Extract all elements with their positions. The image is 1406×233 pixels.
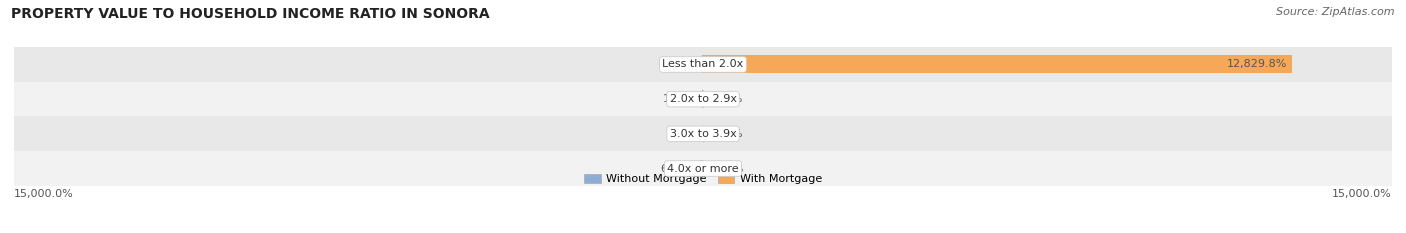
Text: 19.9%: 19.9%	[662, 59, 697, 69]
Legend: Without Mortgage, With Mortgage: Without Mortgage, With Mortgage	[579, 169, 827, 188]
Bar	[14, 116, 1392, 151]
Text: 15.7%: 15.7%	[707, 94, 744, 104]
Bar	[14, 82, 1392, 116]
Text: 11.8%: 11.8%	[664, 94, 699, 104]
Text: Less than 2.0x: Less than 2.0x	[662, 59, 744, 69]
Text: 18.7%: 18.7%	[709, 129, 744, 139]
Text: 4.1%: 4.1%	[671, 129, 699, 139]
Text: 3.0x to 3.9x: 3.0x to 3.9x	[669, 129, 737, 139]
Text: 23.5%: 23.5%	[709, 164, 744, 174]
Text: Source: ZipAtlas.com: Source: ZipAtlas.com	[1277, 7, 1395, 17]
Bar	[703, 55, 1292, 73]
Text: 4.0x or more: 4.0x or more	[668, 164, 738, 174]
Bar	[14, 151, 1392, 186]
Text: PROPERTY VALUE TO HOUSEHOLD INCOME RATIO IN SONORA: PROPERTY VALUE TO HOUSEHOLD INCOME RATIO…	[11, 7, 489, 21]
Text: 64.2%: 64.2%	[661, 164, 696, 174]
Bar	[700, 160, 703, 178]
Text: 15,000.0%: 15,000.0%	[1333, 189, 1392, 199]
Text: 2.0x to 2.9x: 2.0x to 2.9x	[669, 94, 737, 104]
Bar	[14, 47, 1392, 82]
Text: 12,829.8%: 12,829.8%	[1226, 59, 1286, 69]
Text: 15,000.0%: 15,000.0%	[14, 189, 73, 199]
